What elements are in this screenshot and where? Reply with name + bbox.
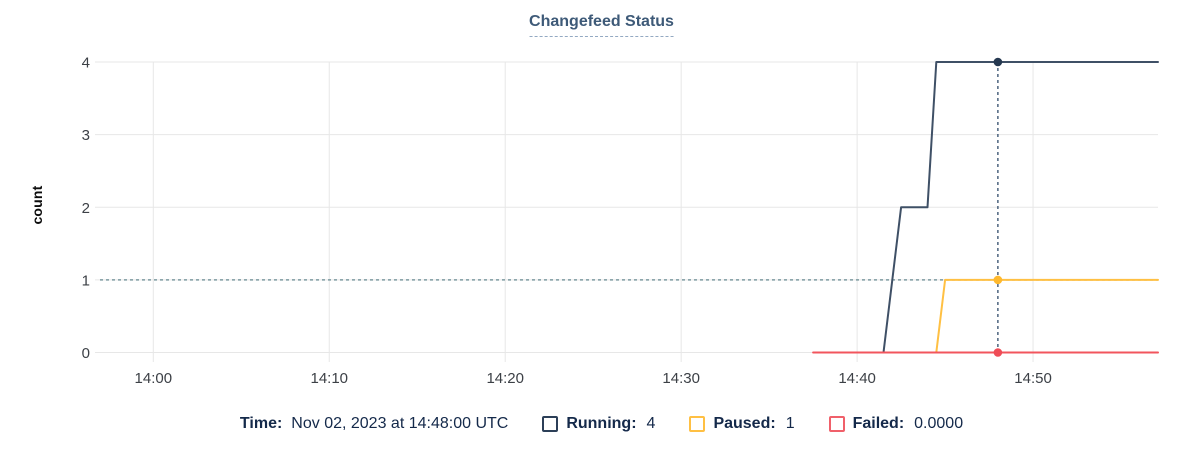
y-tick-label: 1: [82, 272, 90, 289]
x-tick-label: 14:50: [1014, 370, 1052, 387]
legend-entry-value: 1: [785, 415, 795, 432]
chart-title[interactable]: Changefeed Status: [529, 13, 674, 37]
x-tick-label: 14:10: [310, 370, 348, 387]
series-line-running: [882, 61, 1159, 354]
legend-entry-label: Failed:: [852, 415, 905, 432]
legend-entry-value: 0.0000: [914, 415, 964, 432]
series-line-paused: [935, 278, 1159, 354]
crosshair-dot-paused: [993, 275, 1003, 285]
y-tick-label: 3: [82, 127, 90, 144]
crosshair-dot-failed: [993, 348, 1003, 357]
legend-time: Time: Nov 02, 2023 at 14:48:00 UTC: [240, 415, 508, 433]
legend-entry-label: Running:: [566, 415, 637, 432]
legend-swatch-icon: [689, 416, 706, 432]
y-tick-label: 2: [82, 200, 90, 217]
legend-entry-value: 4: [646, 415, 656, 432]
legend-entry-running: Running: 4: [542, 415, 655, 433]
legend-entry-paused: Paused: 1: [689, 415, 795, 433]
legend-time-value: Nov 02, 2023 at 14:48:00 UTC: [291, 415, 509, 432]
x-tick-label: 14:40: [838, 370, 876, 387]
y-tick-label: 0: [82, 345, 90, 362]
legend-swatch-icon: [542, 416, 559, 432]
legend-entry-failed: Failed: 0.0000: [828, 415, 964, 433]
y-tick-label: 4: [82, 55, 90, 72]
x-tick-label: 14:30: [662, 370, 700, 387]
x-tick-label: 14:20: [486, 370, 524, 387]
legend-entry-label: Paused:: [713, 415, 776, 432]
legend-time-label: Time:: [239, 415, 283, 432]
chart-legend: Time: Nov 02, 2023 at 14:48:00 UTC Runni…: [0, 415, 1203, 433]
crosshair-dot-running: [993, 57, 1003, 67]
x-tick-label: 14:00: [135, 370, 173, 387]
legend-swatch-icon: [828, 416, 845, 432]
